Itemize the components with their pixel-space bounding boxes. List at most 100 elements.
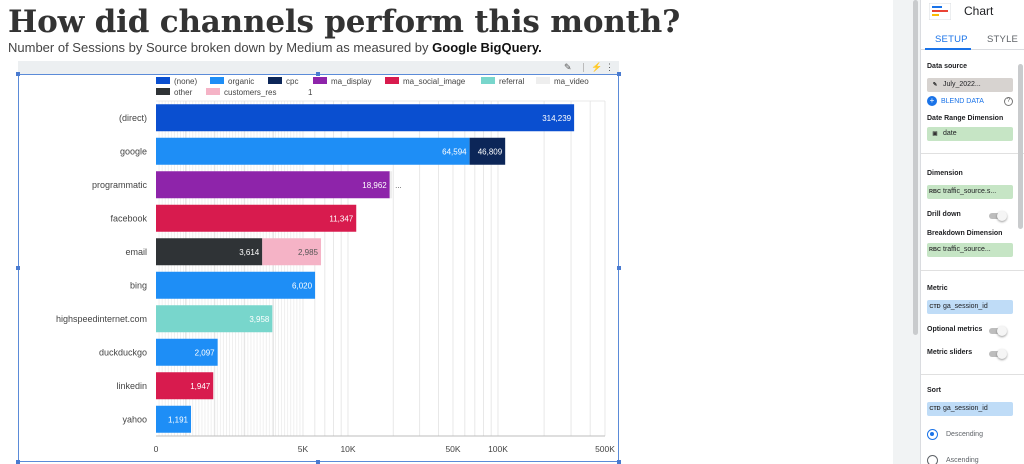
date-range-chip[interactable]: ▣ date [927,127,1013,141]
x-tick-label: 5K [298,444,309,454]
legend-swatch [156,77,170,84]
sort-chip[interactable]: CTD ga_session_id [927,402,1013,416]
sort-ascending-radio[interactable] [927,455,938,464]
data-label: 3,614 [239,248,260,257]
dimension-type-icon: RBC [929,189,941,195]
bar-segment [156,171,390,199]
toolbar-divider [583,63,584,72]
breakdown-label: Breakdown Dimension [927,230,1003,237]
sort-label: Sort [927,387,941,394]
sort-value: ga_session_id [943,405,988,412]
bar-segment [156,372,214,400]
data-label: 1,947 [190,382,211,391]
dimension-chip[interactable]: RBC traffic_source.s... [927,185,1013,199]
data-source-label: Data source [927,63,968,70]
legend-swatch [313,77,327,84]
legend-label: cpc [286,77,298,86]
resize-handle[interactable] [16,266,20,270]
panel-scrollbar[interactable] [1018,64,1023,229]
active-tab-indicator [925,48,971,50]
calendar-icon: ▣ [932,131,938,137]
add-icon: + [927,96,937,106]
sort-descending-radio[interactable] [927,429,938,440]
legend-label: customers_res [224,88,276,97]
data-label: 46,809 [478,147,503,156]
legend-label: (none) [174,77,197,86]
breakdown-value: traffic_source... [943,246,991,253]
drill-down-toggle[interactable] [989,211,1007,221]
data-label: 64,594 [442,147,467,156]
resize-handle[interactable] [16,72,20,76]
category-label: (direct) [119,113,147,123]
category-label: duckduckgo [99,347,147,357]
tab-style[interactable]: STYLE [987,34,1019,45]
resize-handle[interactable] [617,460,621,464]
chart-toolbar: ✎ ⚡ ⋮ [18,61,619,74]
bar-segment [469,137,506,165]
optional-metrics-toggle[interactable] [989,326,1007,336]
data-label: 6,020 [292,281,313,290]
report-subtitle: Number of Sessions by Source broken down… [8,40,542,55]
bar-segment [389,171,393,199]
breakdown-chip[interactable]: RBC traffic_source... [927,243,1013,257]
drill-down-label: Drill down [927,211,961,218]
category-label: email [125,247,147,257]
legend-label: ma_social_image [403,77,466,86]
resize-handle[interactable] [617,72,621,76]
x-tick-label: 50K [445,444,460,454]
panel-tabs: SETUP STYLE [921,30,1024,50]
help-icon[interactable]: ? [1004,97,1013,106]
legend-swatch [536,77,550,84]
metric-value: ga_session_id [943,303,988,310]
chart-type-label[interactable]: Chart [964,4,994,18]
section-divider [921,153,1024,154]
legend-swatch [206,88,220,95]
panel-header: Chart [921,0,1024,26]
metric-sliders-label: Metric sliders [927,349,973,356]
bar-segment [156,405,192,433]
bar-segment [156,271,316,299]
metric-sliders-toggle[interactable] [989,349,1007,359]
resize-handle[interactable] [316,72,320,76]
data-label: 2,097 [195,348,216,357]
blend-data-button[interactable]: + BLEND DATA [927,96,984,106]
category-label: highspeedinternet.com [56,314,147,324]
resize-handle[interactable] [16,460,20,464]
lightning-icon[interactable]: ⚡ [591,62,603,72]
x-tick-label: 10K [340,444,355,454]
dimension-label: Dimension [927,170,963,177]
data-source-chip[interactable]: ✎ July_2022... [927,78,1013,92]
data-label: 18,962 [362,181,387,190]
legend-swatch [385,77,399,84]
resize-handle[interactable] [316,460,320,464]
metric-chip[interactable]: CTD ga_session_id [927,300,1013,314]
pencil-icon: ✎ [932,82,938,88]
resize-handle[interactable] [617,266,621,270]
properties-panel: Chart SETUP STYLE Data source ✎ July_2022… [920,0,1024,464]
x-tick-label: 500K [595,444,615,454]
data-label: ... [395,181,402,190]
metric-type-icon: CTD [929,304,941,310]
category-label: yahoo [122,414,147,424]
data-source-value: July_2022... [943,81,981,88]
breakdown-type-icon: RBC [929,247,941,253]
legend-label: other [174,88,193,97]
x-tick-label: 0 [154,444,159,454]
dimension-value: traffic_source.s... [943,188,997,195]
data-label: 11,347 [329,214,353,223]
blend-data-label: BLEND DATA [941,97,984,105]
bar-chart-icon[interactable] [929,3,951,20]
tab-setup[interactable]: SETUP [935,34,968,45]
legend-label: referral [499,77,525,86]
legend-label: organic [228,77,254,86]
legend-swatch [156,88,170,95]
canvas-scrollbar[interactable] [913,0,918,335]
bar-segment [262,238,322,266]
more-vert-icon[interactable]: ⋮ [605,62,614,72]
bar-segment [156,305,273,333]
bar-segment [156,338,218,366]
filter-reset-icon[interactable]: ✎ [564,62,572,72]
data-label: 3,958 [249,315,270,324]
data-label: 1,191 [168,415,189,424]
subtitle-text: Number of Sessions by Source broken down… [8,40,433,55]
